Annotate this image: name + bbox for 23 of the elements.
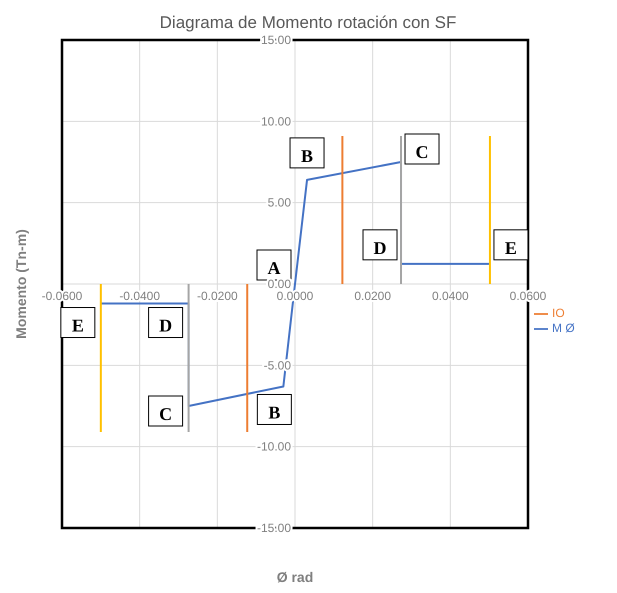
- annotation: E: [504, 238, 517, 258]
- y-tick-label: 0.00: [268, 277, 292, 291]
- y-tick-label: 5.00: [268, 196, 292, 210]
- annotation: A: [268, 258, 280, 278]
- y-axis-title: Momento (Tn-m): [13, 229, 29, 339]
- y-tick-label: -15.00: [256, 521, 292, 535]
- annotation: E: [72, 316, 84, 336]
- legend-label: M Ø: [552, 320, 575, 335]
- x-axis-title: Ø rad: [276, 569, 314, 585]
- x-tick-label: 0.0400: [432, 289, 470, 303]
- x-tick-label: 0.0200: [354, 289, 392, 303]
- legend-label: IO: [552, 306, 565, 320]
- x-tick-label: -0.0400: [119, 289, 160, 303]
- y-tick-label: -10.00: [256, 440, 292, 454]
- annotation: B: [301, 146, 314, 166]
- y-tick-label: 10.00: [260, 114, 292, 128]
- annotation: C: [416, 142, 429, 162]
- annotation: D: [159, 316, 172, 336]
- chart-title: Diagrama de Momento rotación con SF: [160, 13, 456, 32]
- annotation: B: [268, 402, 280, 422]
- annotation: D: [374, 238, 387, 258]
- x-tick-label: -0.0200: [196, 289, 238, 303]
- annotation: C: [159, 404, 172, 424]
